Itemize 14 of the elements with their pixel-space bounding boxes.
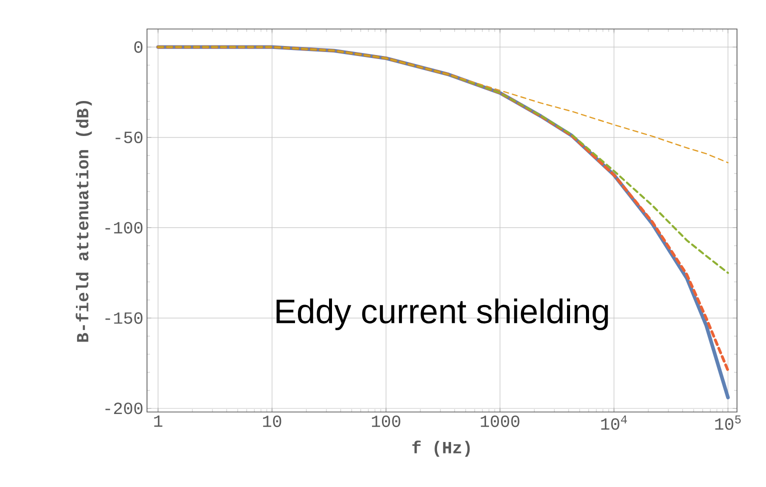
- x-tick-label: 1: [154, 416, 162, 427]
- y-tick-label: 0: [134, 41, 142, 53]
- x-tick-label: 100: [372, 416, 400, 428]
- x-tick-label: 10$^{5}$: [715, 416, 741, 430]
- x-tick-label: 1000: [480, 416, 520, 428]
- x-tick-label: 10: [263, 416, 282, 428]
- y-axis-title: B-field attenuation (dB): [76, 100, 92, 342]
- y-tick-label: -150: [105, 312, 142, 324]
- y-tick-label: -100: [105, 222, 142, 234]
- x-axis-title: f (Hz): [412, 440, 470, 457]
- y-tick-label: -50: [116, 132, 142, 144]
- y-tick-label: -200: [105, 402, 142, 414]
- x-tick-label: 10$^{4}$: [601, 416, 627, 430]
- annotation: Eddy current shielding: [276, 298, 608, 330]
